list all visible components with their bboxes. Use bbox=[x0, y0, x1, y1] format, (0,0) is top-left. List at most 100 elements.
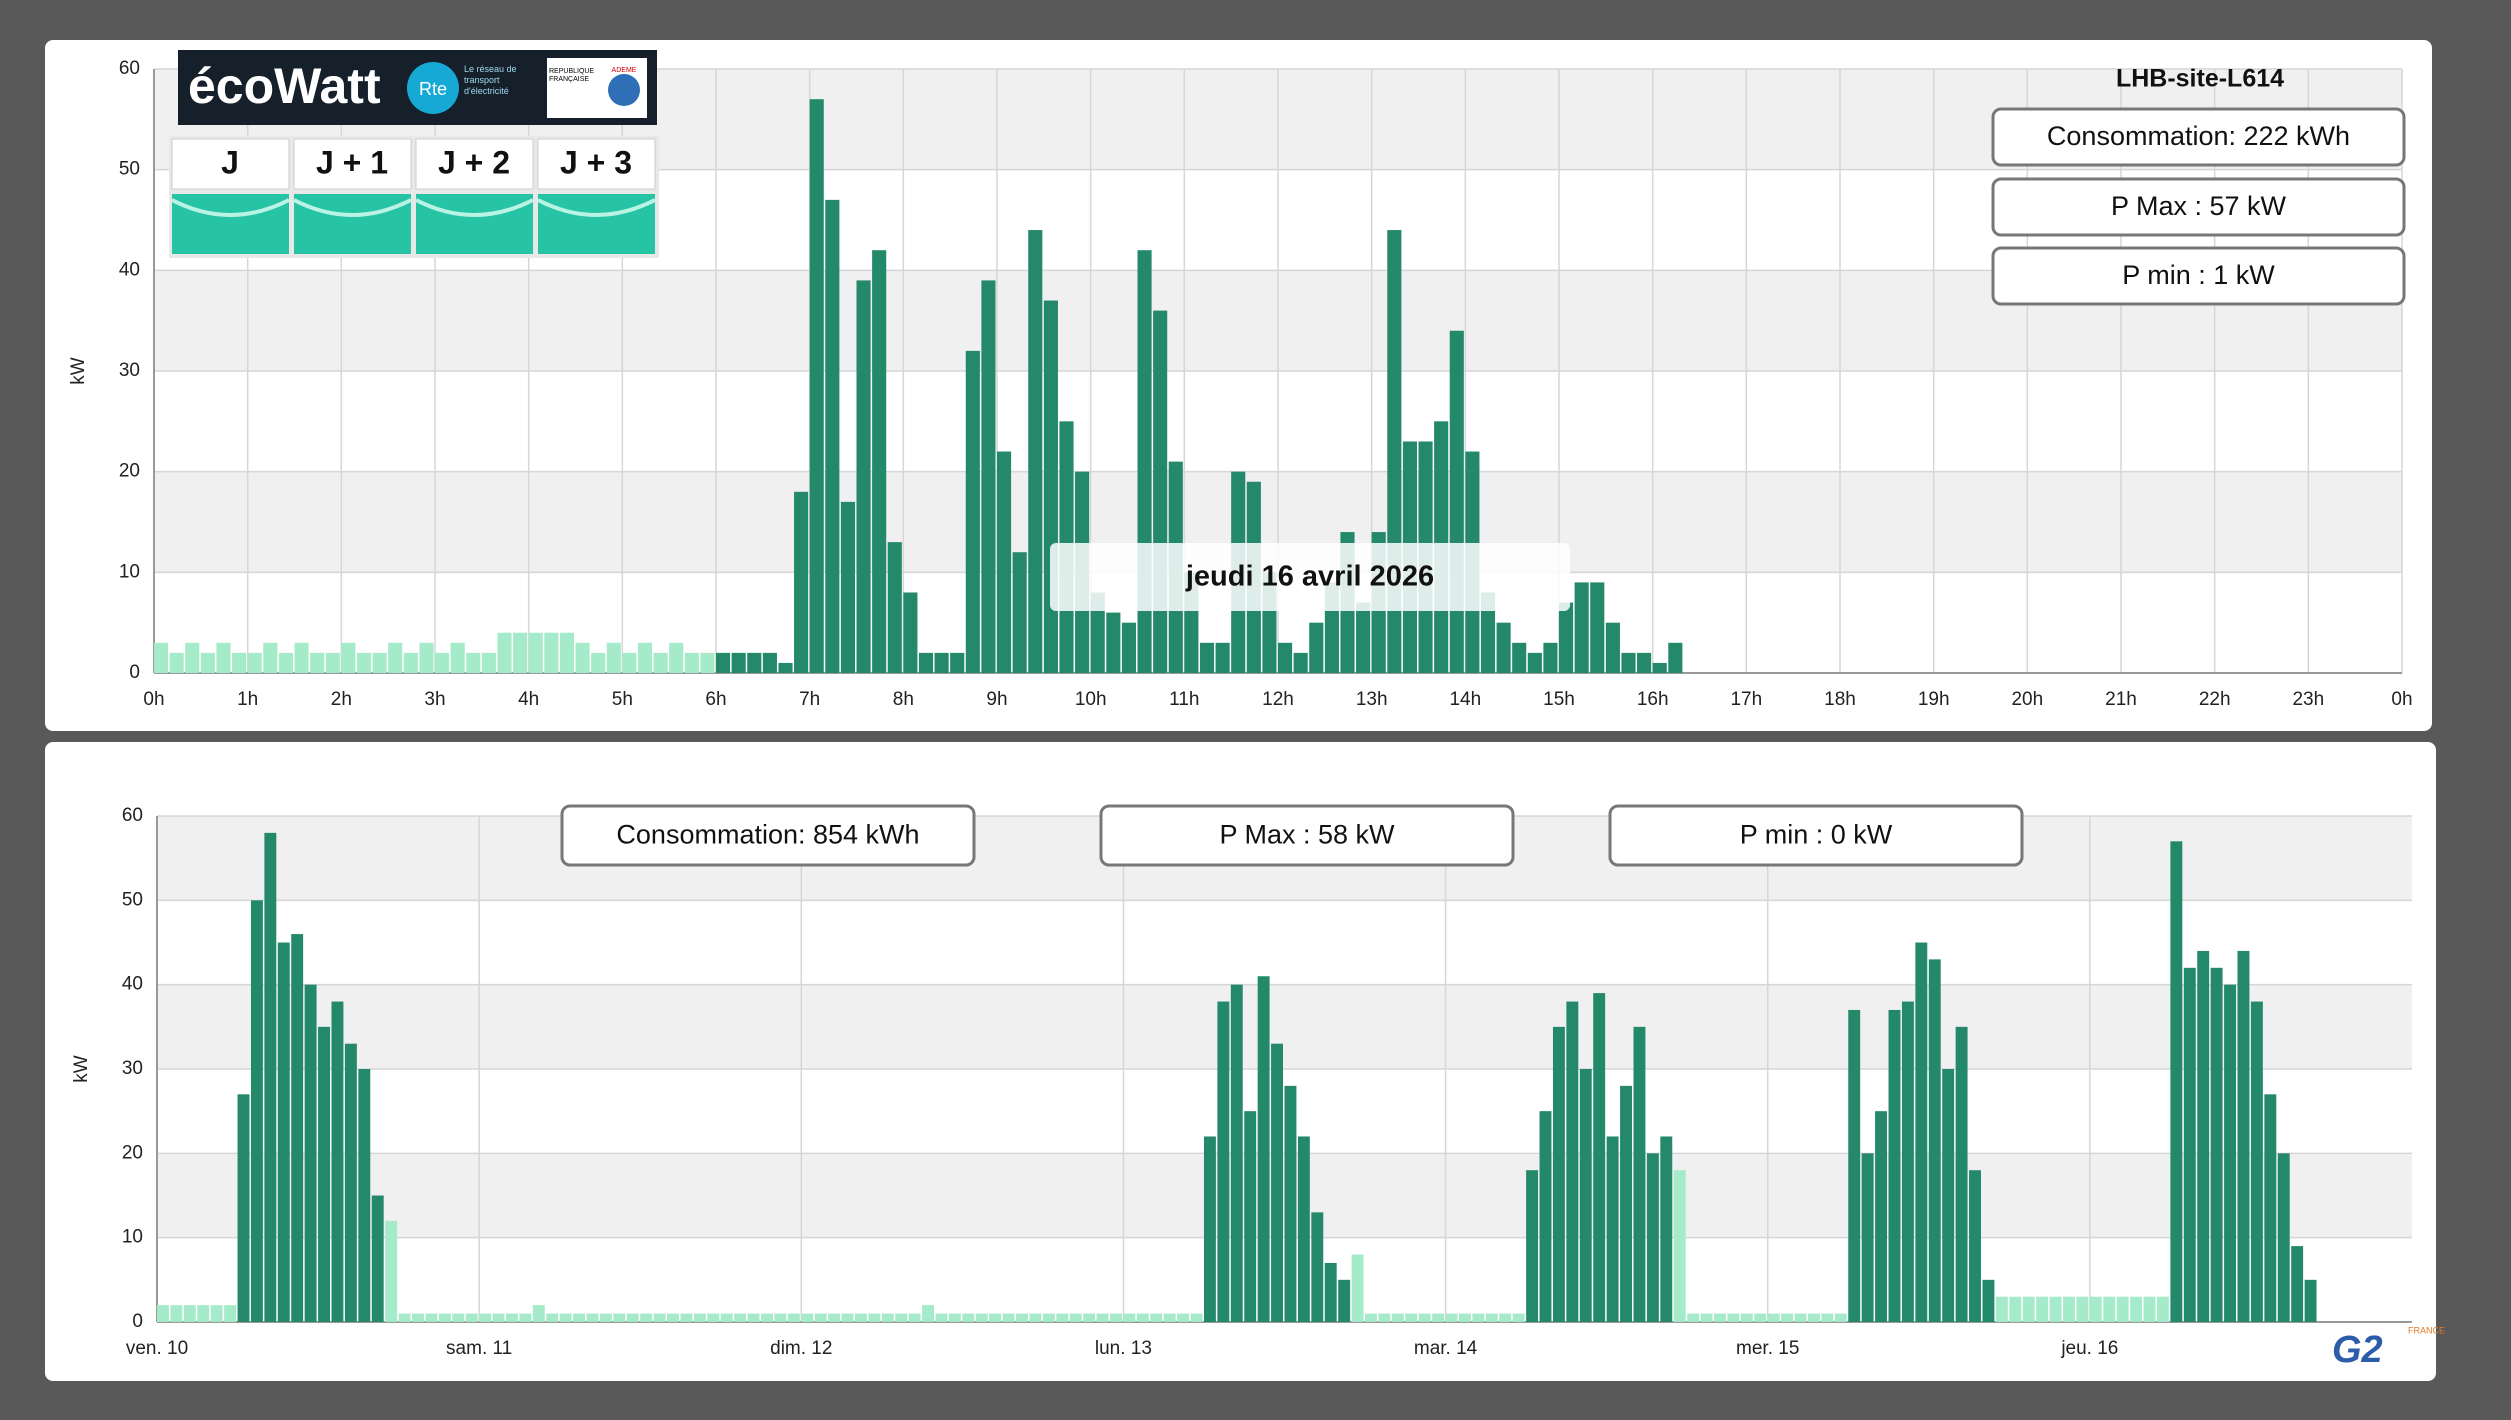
bar bbox=[981, 280, 996, 673]
bar bbox=[1472, 1313, 1485, 1322]
grid-band bbox=[157, 984, 2412, 1069]
bar bbox=[263, 642, 278, 673]
bar bbox=[224, 1305, 237, 1322]
bar bbox=[1646, 1153, 1659, 1322]
bar bbox=[1767, 1313, 1780, 1322]
bar bbox=[1405, 1313, 1418, 1322]
bar bbox=[935, 1313, 948, 1322]
forecast-wave bbox=[537, 198, 656, 217]
bar bbox=[872, 250, 887, 673]
bar bbox=[1177, 1313, 1190, 1322]
forecast-day bbox=[293, 138, 412, 190]
bar bbox=[653, 652, 668, 673]
bar bbox=[278, 652, 293, 673]
bar bbox=[1284, 1085, 1297, 1322]
bar bbox=[1496, 622, 1511, 673]
bar bbox=[546, 1313, 559, 1322]
bar bbox=[1278, 642, 1293, 673]
bar bbox=[425, 1313, 438, 1322]
bar bbox=[497, 632, 512, 673]
bar bbox=[372, 652, 387, 673]
x-tick-label: 15h bbox=[1543, 689, 1575, 710]
bar bbox=[1982, 1279, 1995, 1322]
bar bbox=[700, 652, 715, 673]
info-text: Consommation: 854 kWh bbox=[616, 820, 919, 850]
x-tick-label: 20h bbox=[2011, 689, 2043, 710]
bar bbox=[948, 1313, 961, 1322]
bar bbox=[1727, 1313, 1740, 1322]
x-tick-label: lun. 13 bbox=[1095, 1338, 1152, 1359]
x-tick-label: 3h bbox=[424, 689, 445, 710]
bar bbox=[903, 592, 918, 673]
bar bbox=[825, 199, 840, 673]
bar bbox=[492, 1313, 505, 1322]
x-tick-label: ven. 10 bbox=[126, 1338, 188, 1359]
bar bbox=[1579, 1069, 1592, 1322]
y-tick-label: 40 bbox=[122, 974, 143, 995]
bar bbox=[2036, 1296, 2049, 1322]
bar bbox=[731, 652, 746, 673]
bar bbox=[1028, 230, 1043, 674]
bar bbox=[1633, 1026, 1646, 1322]
forecast-day-label: J + 1 bbox=[316, 144, 388, 180]
bar bbox=[1955, 1026, 1968, 1322]
bar bbox=[794, 491, 809, 673]
bar bbox=[1807, 1313, 1820, 1322]
x-tick-label: 4h bbox=[518, 689, 539, 710]
y-tick-label: 60 bbox=[119, 58, 140, 79]
bar bbox=[358, 1069, 371, 1322]
bar bbox=[438, 1313, 451, 1322]
bar bbox=[1445, 1313, 1458, 1322]
bar bbox=[1083, 1313, 1096, 1322]
bar bbox=[1605, 622, 1620, 673]
info-box bbox=[1099, 804, 1515, 867]
x-tick-label: 0h bbox=[2391, 689, 2412, 710]
forecast-day bbox=[537, 138, 656, 190]
bar bbox=[479, 1313, 492, 1322]
bar bbox=[2022, 1296, 2035, 1322]
bar bbox=[1449, 330, 1464, 673]
bar bbox=[210, 1305, 223, 1322]
info-text: P min : 0 kW bbox=[1740, 820, 1893, 850]
bar bbox=[1391, 1313, 1404, 1322]
x-tick-label: 10h bbox=[1075, 689, 1107, 710]
bar bbox=[1153, 310, 1168, 673]
bar bbox=[575, 642, 590, 673]
y-tick-label: 20 bbox=[119, 461, 140, 482]
bar bbox=[2277, 1153, 2290, 1322]
bar bbox=[1794, 1313, 1807, 1322]
x-tick-label: 18h bbox=[1824, 689, 1856, 710]
bar bbox=[1740, 1313, 1753, 1322]
x-tick-label: 12h bbox=[1262, 689, 1294, 710]
info-box bbox=[1991, 107, 2406, 167]
forecast-wave bbox=[293, 198, 412, 217]
bar bbox=[2076, 1296, 2089, 1322]
bar bbox=[419, 642, 434, 673]
y-axis-label: kW bbox=[71, 1055, 92, 1083]
bar bbox=[250, 900, 263, 1322]
bar bbox=[481, 652, 496, 673]
forecast-day-label: J + 2 bbox=[438, 144, 510, 180]
bar bbox=[868, 1313, 881, 1322]
bar bbox=[2063, 1296, 2075, 1322]
bar bbox=[2197, 950, 2210, 1322]
bar bbox=[237, 1094, 250, 1322]
bar bbox=[613, 1313, 626, 1322]
bar bbox=[465, 1313, 478, 1322]
bar bbox=[2183, 967, 2196, 1322]
bar bbox=[814, 1313, 827, 1322]
bar bbox=[1203, 1136, 1216, 1322]
x-tick-label: 6h bbox=[705, 689, 726, 710]
bar bbox=[232, 652, 247, 673]
bar bbox=[466, 652, 481, 673]
bar bbox=[640, 1313, 653, 1322]
bar bbox=[2130, 1296, 2143, 1322]
y-tick-label: 50 bbox=[122, 889, 143, 910]
forecast-wave bbox=[415, 198, 534, 217]
charts: 0 10 20 30 40 50 60 0h 1h 2h 3h 4h 5h 6h 7h 8h 9h 10h 11h 1… bbox=[68, 58, 2413, 1359]
bar bbox=[157, 1305, 169, 1322]
x-tick-label: 17h bbox=[1730, 689, 1762, 710]
x-tick-label: dim. 12 bbox=[770, 1338, 832, 1359]
grid-band bbox=[157, 900, 2412, 985]
